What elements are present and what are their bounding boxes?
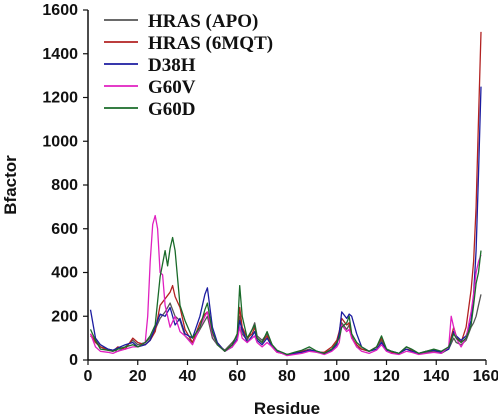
x-tick-label: 140 xyxy=(423,368,450,385)
series-line-g60v xyxy=(89,214,482,357)
x-tick-label: 40 xyxy=(179,368,197,385)
legend-label: HRAS (APO) xyxy=(148,11,258,32)
y-tick-label: 400 xyxy=(51,265,78,282)
x-tick-label: 100 xyxy=(323,368,350,385)
y-tick-label: 1400 xyxy=(42,46,78,63)
y-tick-label: 1200 xyxy=(42,90,78,107)
x-axis-title: Residue xyxy=(254,399,320,418)
y-axis-title: Bfactor xyxy=(1,155,20,215)
x-ticks: 0 20 40 60 80 100 120 140 160 xyxy=(84,360,498,385)
y-tick-label: 0 xyxy=(69,352,78,369)
y-tick-label: 600 xyxy=(51,221,78,238)
legend-label: G60D xyxy=(148,99,196,120)
x-tick-label: 120 xyxy=(373,368,400,385)
legend-label: HRAS (6MQT) xyxy=(148,33,273,54)
series-line-d38h xyxy=(89,86,482,356)
plot-lines xyxy=(89,31,482,357)
x-tick-label: 60 xyxy=(228,368,246,385)
x-tick-label: 160 xyxy=(473,368,498,385)
series-line-g60d xyxy=(89,236,482,356)
series-line-hras-apo xyxy=(90,294,482,356)
x-tick-label: 80 xyxy=(278,368,296,385)
y-tick-label: 200 xyxy=(51,308,78,325)
y-tick-label: 800 xyxy=(51,177,78,194)
y-ticks: 0 200 400 600 800 1000 1200 1400 1600 xyxy=(42,2,88,369)
x-tick-label: 0 xyxy=(84,368,93,385)
legend-label: D38H xyxy=(148,55,196,76)
legend-label: G60V xyxy=(148,77,196,98)
axes: 0 20 40 60 80 100 120 140 160 0 200 400 600 800 1000 1… xyxy=(42,2,498,385)
x-tick-label: 20 xyxy=(129,368,147,385)
y-tick-label: 1000 xyxy=(42,133,78,150)
y-tick-label: 1600 xyxy=(42,2,78,19)
